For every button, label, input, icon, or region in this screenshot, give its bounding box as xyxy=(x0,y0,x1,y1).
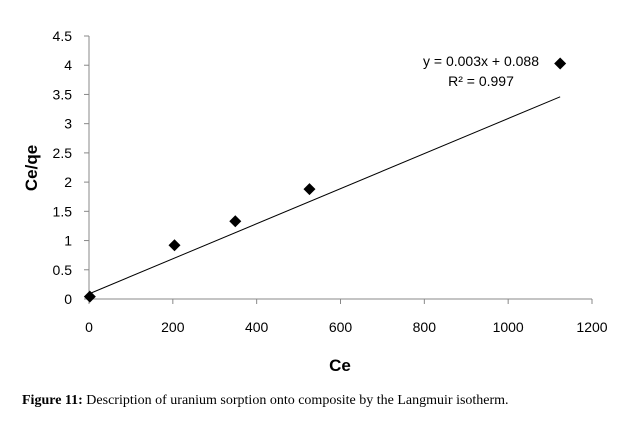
data-point xyxy=(229,215,242,228)
scatter-chart: 0 0.5 1 1.5 2 2.5 3 3.5 4 4.5 0 200 400 600 800 1000 12… xyxy=(22,28,608,375)
y-tick-label: 2.5 xyxy=(53,145,73,161)
figure-caption-text: Description of uranium sorption onto com… xyxy=(82,393,509,408)
y-tick-label: 0.5 xyxy=(53,262,73,278)
r-squared-label: R² = 0.997 xyxy=(448,73,514,89)
data-point xyxy=(83,290,96,303)
x-tick-label: 0 xyxy=(85,319,93,335)
y-tick-label: 0 xyxy=(64,291,72,307)
y-tick-label: 3 xyxy=(64,116,72,132)
data-point xyxy=(168,239,181,252)
y-tick-label: 2 xyxy=(64,174,72,190)
trendline xyxy=(88,96,561,295)
data-point xyxy=(554,57,567,70)
y-tick-label: 4.5 xyxy=(53,28,73,44)
x-tick-label: 600 xyxy=(329,319,353,335)
axes xyxy=(88,36,592,300)
x-tick-label: 200 xyxy=(161,319,185,335)
data-points xyxy=(83,57,567,303)
x-axis-title: Ce xyxy=(329,356,351,375)
y-tick-label: 1 xyxy=(64,233,72,249)
x-tick-label: 800 xyxy=(413,319,437,335)
x-tick-label: 1000 xyxy=(493,319,524,335)
y-tick-label: 4 xyxy=(64,57,72,73)
figure-caption: Figure 11: Description of uranium sorpti… xyxy=(22,393,632,409)
trendline-equation: y = 0.003x + 0.088 xyxy=(423,53,539,69)
x-tick-label: 400 xyxy=(245,319,269,335)
y-axis-ticks: 0 0.5 1 1.5 2 2.5 3 3.5 4 4.5 xyxy=(53,28,89,307)
y-tick-label: 3.5 xyxy=(53,86,73,102)
y-tick-label: 1.5 xyxy=(53,203,73,219)
x-tick-label: 1200 xyxy=(576,319,607,335)
x-axis-ticks: 0 200 400 600 800 1000 1200 xyxy=(85,299,608,335)
figure-label: Figure 11: xyxy=(22,393,83,408)
data-point xyxy=(303,183,316,196)
y-axis-title: Ce/qe xyxy=(22,145,41,191)
